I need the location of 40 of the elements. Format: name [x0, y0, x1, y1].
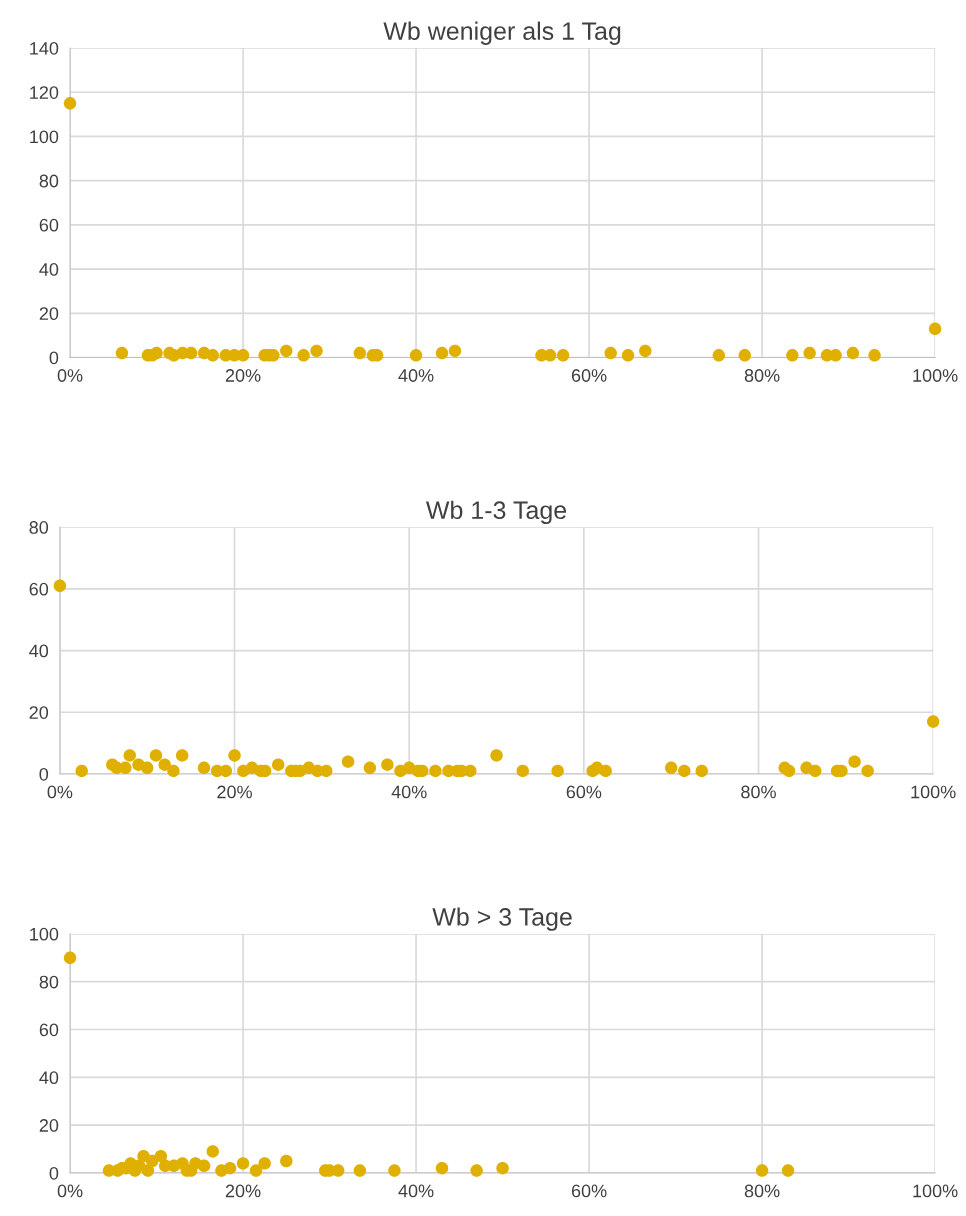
y-tick-label: 20 [39, 307, 59, 321]
y-tick-label: 120 [30, 86, 59, 99]
y-tick-label: 80 [39, 975, 59, 989]
y-tick-label: 0 [49, 351, 59, 365]
y-tick-label: 80 [39, 174, 59, 188]
x-tick-label: 100% [911, 785, 956, 799]
x-tick-label: 0% [47, 785, 73, 799]
x-tick-label: 20% [225, 369, 261, 382]
y-tick-label: 60 [39, 1023, 59, 1037]
x-tick-label: 20% [217, 785, 252, 799]
y-tick-label: 140 [30, 41, 59, 55]
x-tick-label: 20% [225, 1184, 261, 1198]
x-tick-label: 0% [57, 1184, 83, 1198]
x-tick-label: 60% [566, 785, 602, 799]
chart-title: Wb 1-3 Tage [425, 500, 567, 524]
y-tick-label: 100 [30, 927, 59, 941]
y-tick-label: 0 [49, 1166, 59, 1180]
x-tick-label: 60% [571, 1184, 607, 1198]
x-tick-label: 80% [744, 369, 780, 382]
x-tick-label: 100% [913, 1184, 958, 1198]
chart-title: Wb > 3 Tage [432, 907, 572, 931]
x-tick-label: 0% [57, 369, 83, 382]
x-tick-label: 40% [398, 369, 434, 382]
y-tick-label: 20 [39, 1119, 59, 1132]
y-tick-label: 60 [29, 582, 49, 596]
x-tick-label: 80% [744, 1184, 780, 1198]
x-tick-label: 100% [913, 369, 958, 382]
y-tick-label: 40 [29, 644, 49, 658]
x-tick-label: 60% [571, 369, 607, 382]
y-tick-label: 100 [30, 130, 59, 144]
x-tick-label: 40% [391, 785, 427, 799]
chart-title: Wb weniger als 1 Tag [383, 21, 621, 45]
x-tick-label: 40% [398, 1184, 434, 1198]
x-tick-label: 80% [741, 785, 776, 799]
y-tick-label: 20 [29, 706, 49, 719]
y-tick-label: 0 [39, 767, 49, 781]
y-tick-label: 40 [39, 1071, 59, 1085]
y-tick-label: 80 [29, 521, 49, 534]
y-tick-label: 60 [39, 218, 59, 232]
y-tick-label: 40 [39, 263, 59, 276]
